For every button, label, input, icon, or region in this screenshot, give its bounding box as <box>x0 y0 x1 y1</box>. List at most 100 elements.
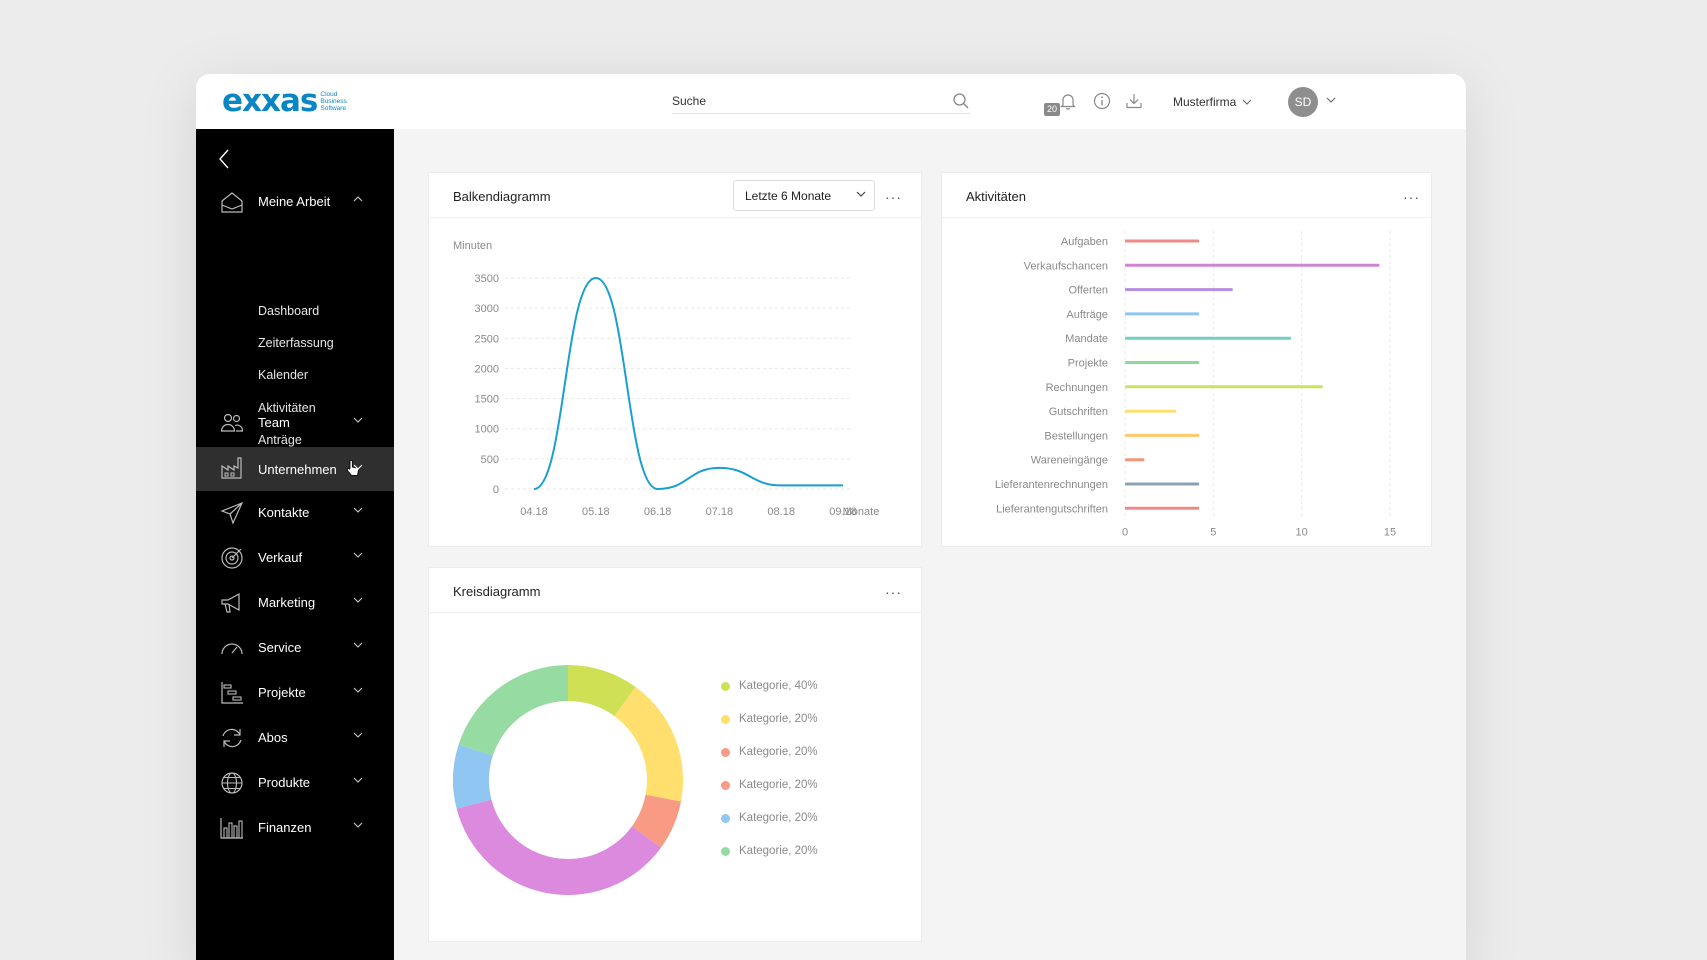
bar <box>1125 263 1380 267</box>
y-tick-label: 2000 <box>475 363 499 375</box>
card-title: Aktivitäten <box>966 189 1026 204</box>
refresh-icon <box>222 728 242 748</box>
send-icon <box>220 501 244 525</box>
sidebar-item-unternehmen[interactable]: Unternehmen <box>196 447 394 491</box>
legend-label: Kategorie, 40% <box>739 680 818 692</box>
x-tick-label: 04.18 <box>520 506 548 518</box>
sidebar-item-label: Meine Arbeit <box>258 193 331 209</box>
chevron-down-icon <box>353 464 363 470</box>
sidebar-item-kontakte[interactable]: Kontakte <box>196 492 394 532</box>
y-tick-label: 0 <box>493 484 499 496</box>
sidebar-subitem-antraege[interactable]: Anträge <box>258 433 302 447</box>
card-header: Kreisdiagramm ··· <box>429 568 921 613</box>
sidebar-item-marketing[interactable]: Marketing <box>196 582 394 622</box>
legend-dot <box>721 714 730 724</box>
category-label: Aufträge <box>1066 309 1108 321</box>
bar <box>1125 433 1200 437</box>
sidebar-item-finanzen[interactable]: Finanzen <box>196 807 394 847</box>
sidebar-item-meine-arbeit[interactable]: Meine Arbeit <box>196 181 394 221</box>
x-tick-label: 10 <box>1296 526 1308 538</box>
pie-slice <box>458 665 568 756</box>
target-icon <box>221 547 243 569</box>
search-bar <box>672 90 970 114</box>
legend-dot <box>721 780 730 790</box>
legend-item: Kategorie, 40% <box>721 680 818 692</box>
pie-slice <box>614 686 683 802</box>
legend-item: Kategorie, 20% <box>721 746 818 758</box>
legend-label: Kategorie, 20% <box>739 746 818 758</box>
logo-tagline: Cloud Business Software <box>320 90 347 112</box>
legend-label: Kategorie, 20% <box>739 845 818 857</box>
legend-item: Kategorie, 20% <box>721 713 818 725</box>
more-icon[interactable]: ··· <box>885 584 902 600</box>
bar <box>1125 409 1177 413</box>
company-selector[interactable]: Musterfirma <box>1173 95 1252 109</box>
legend-item: Kategorie, 20% <box>721 779 818 791</box>
sidebar-item-produkte[interactable]: Produkte <box>196 762 394 802</box>
sidebar-subitem-dashboard[interactable]: Dashboard <box>258 304 320 318</box>
legend-dot <box>721 747 730 757</box>
chevron-down-icon <box>1242 99 1252 105</box>
chevron-down-icon <box>353 552 363 558</box>
bar <box>1125 458 1145 462</box>
category-label: Offerten <box>1068 285 1108 297</box>
category-label: Lieferantenrechnungen <box>995 479 1108 491</box>
pie-slice <box>568 665 636 717</box>
top-bar: exxas Cloud Business Software 20 Musterf… <box>196 74 1466 129</box>
logo[interactable]: exxas Cloud Business Software <box>222 83 360 119</box>
chevron-down-icon <box>353 597 363 603</box>
period-select-value: Letzte 6 Monate <box>745 188 832 203</box>
y-tick-label: 3500 <box>475 273 499 285</box>
x-tick-label: 09.18 <box>829 506 857 518</box>
bar <box>1125 361 1200 364</box>
chevron-down-icon <box>353 732 363 738</box>
activities-bar-chart: 0 5 10 15 Aufgaben Verkaufschancen Offerten Auf… <box>995 231 1396 538</box>
search-icon[interactable] <box>952 92 970 110</box>
sidebar-item-service[interactable]: Service <box>196 627 394 667</box>
card-header: Aktivitäten ··· <box>942 173 1431 218</box>
logo-wordmark: exxas <box>222 83 318 119</box>
globe-icon <box>221 772 243 794</box>
bar <box>1125 239 1200 243</box>
pie-slice <box>631 794 681 848</box>
chevron-down-icon <box>856 191 866 197</box>
bar <box>1125 385 1323 389</box>
chevron-down-icon[interactable] <box>1326 97 1336 103</box>
bar <box>1125 288 1233 292</box>
y-axis-label: Minuten <box>453 240 492 252</box>
bell-icon[interactable] <box>1058 91 1078 111</box>
sidebar-subitem-zeiterfassung[interactable]: Zeiterfassung <box>258 336 334 350</box>
bar <box>1125 506 1200 510</box>
bar <box>1125 336 1292 340</box>
sidebar-item-label: Unternehmen <box>258 461 337 477</box>
category-label: Lieferantengutschriften <box>996 503 1108 515</box>
chevron-down-icon <box>353 687 363 693</box>
download-icon[interactable] <box>1124 91 1144 111</box>
legend-label: Kategorie, 20% <box>739 812 818 824</box>
sidebar-item-label: Produkte <box>258 774 311 790</box>
sidebar-item-label: Projekte <box>258 684 306 700</box>
chevron-left-icon[interactable] <box>218 149 230 169</box>
avatar[interactable]: SD <box>1288 87 1318 117</box>
bar-chart-icon <box>220 818 243 839</box>
pie-chart-card: Kreisdiagramm ··· Kategorie, 40% Kategori… <box>428 567 922 942</box>
x-tick-label: 15 <box>1384 526 1396 538</box>
sidebar-item-abos[interactable]: Abos <box>196 717 394 757</box>
sidebar-item-team[interactable]: Team <box>196 402 394 442</box>
card-header: Balkendiagramm Letzte 6 Monate ··· <box>429 173 921 218</box>
pie-slice <box>453 744 493 809</box>
app-window: exxas Cloud Business Software 20 Musterf… <box>196 74 1466 960</box>
search-input[interactable] <box>672 90 932 112</box>
category-label: Rechnungen <box>1046 382 1108 394</box>
info-icon[interactable] <box>1092 91 1112 111</box>
more-icon[interactable]: ··· <box>885 189 902 205</box>
more-icon[interactable]: ··· <box>1403 189 1420 205</box>
period-select[interactable]: Letzte 6 Monate <box>733 180 875 211</box>
gauge-icon <box>221 643 243 655</box>
legend-item: Kategorie, 20% <box>721 845 818 857</box>
sidebar-item-projekte[interactable]: Projekte <box>196 672 394 712</box>
sidebar-subitem-aktivitaeten[interactable]: Aktivitäten <box>258 401 316 415</box>
chevron-down-icon <box>353 417 363 423</box>
sidebar-item-verkauf[interactable]: Verkauf <box>196 537 394 577</box>
sidebar-subitem-kalender[interactable]: Kalender <box>258 368 309 382</box>
